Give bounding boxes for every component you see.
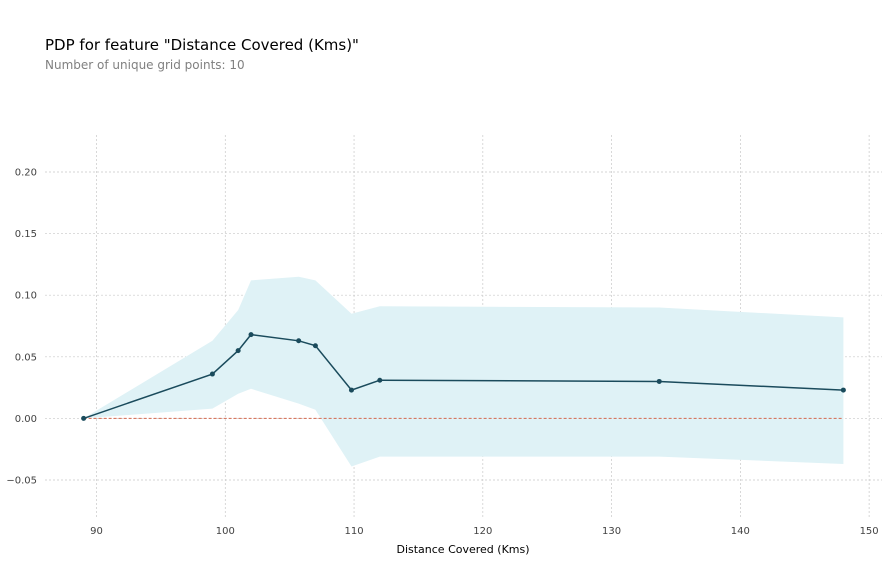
x-tick-label: 100: [216, 526, 235, 537]
y-tick-label: 0.00: [15, 414, 37, 425]
data-point: [81, 415, 87, 421]
y-tick-label: 0.15: [15, 229, 37, 240]
x-tick-label: 90: [90, 526, 103, 537]
data-point: [248, 332, 254, 338]
y-tick-label: −0.05: [6, 476, 37, 487]
y-tick-label: 0.05: [15, 352, 37, 363]
data-point: [235, 348, 241, 354]
confidence-band: [83, 276, 844, 467]
y-tick-label: 0.20: [15, 167, 37, 178]
x-tick-label: 120: [473, 526, 492, 537]
x-axis-label: Distance Covered (Kms): [396, 543, 529, 556]
data-point: [296, 338, 302, 344]
chart-subtitle: Number of unique grid points: 10: [45, 58, 245, 72]
x-tick-label: 110: [344, 526, 363, 537]
pdp-line: [83, 333, 844, 420]
y-tick-label: 0.10: [15, 291, 37, 302]
data-point: [656, 378, 662, 384]
x-tick-label: 130: [602, 526, 621, 537]
data-point: [348, 387, 354, 393]
data-point: [840, 387, 846, 393]
data-point: [209, 371, 215, 377]
data-point: [312, 343, 318, 349]
chart-title: PDP for feature "Distance Covered (Kms)": [45, 36, 359, 54]
x-tick-label: 150: [860, 526, 879, 537]
data-point: [377, 377, 383, 383]
x-tick-label: 140: [731, 526, 750, 537]
